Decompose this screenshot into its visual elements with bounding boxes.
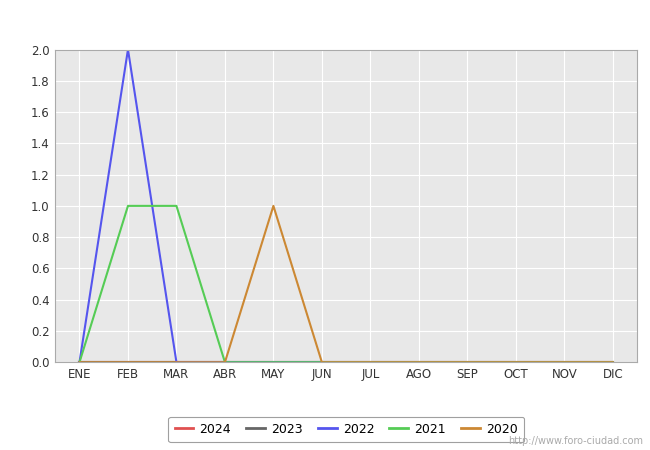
Text: Matriculaciones de Vehiculos en Morales de Valverde: Matriculaciones de Vehiculos en Morales …	[112, 13, 538, 28]
Legend: 2024, 2023, 2022, 2021, 2020: 2024, 2023, 2022, 2021, 2020	[168, 417, 524, 442]
Text: http://www.foro-ciudad.com: http://www.foro-ciudad.com	[508, 436, 644, 446]
